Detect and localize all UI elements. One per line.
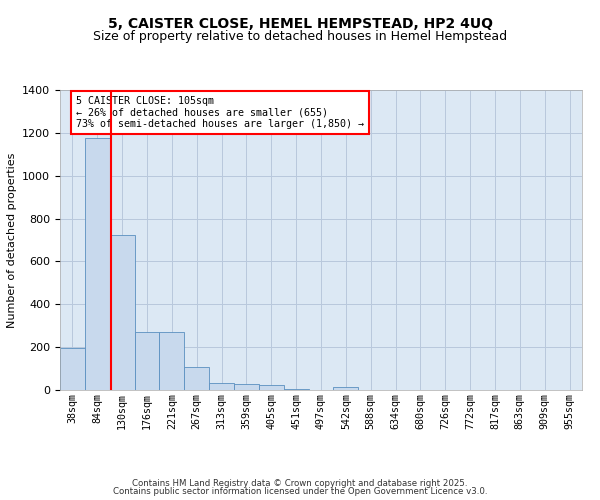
Bar	[259, 386, 284, 390]
Text: 5, CAISTER CLOSE, HEMEL HEMPSTEAD, HP2 4UQ: 5, CAISTER CLOSE, HEMEL HEMPSTEAD, HP2 4…	[107, 18, 493, 32]
Y-axis label: Number of detached properties: Number of detached properties	[7, 152, 17, 328]
Bar	[85, 138, 110, 390]
Bar	[110, 234, 134, 390]
Bar	[234, 384, 259, 390]
Text: Contains public sector information licensed under the Open Government Licence v3: Contains public sector information licen…	[113, 487, 487, 496]
Text: Size of property relative to detached houses in Hemel Hempstead: Size of property relative to detached ho…	[93, 30, 507, 43]
Bar	[209, 382, 234, 390]
Bar	[284, 389, 308, 390]
Bar	[184, 367, 209, 390]
Bar	[334, 387, 358, 390]
Text: Contains HM Land Registry data © Crown copyright and database right 2025.: Contains HM Land Registry data © Crown c…	[132, 478, 468, 488]
Text: 5 CAISTER CLOSE: 105sqm
← 26% of detached houses are smaller (655)
73% of semi-d: 5 CAISTER CLOSE: 105sqm ← 26% of detache…	[76, 96, 364, 129]
Bar	[60, 348, 85, 390]
Bar	[134, 332, 160, 390]
Bar	[160, 332, 184, 390]
